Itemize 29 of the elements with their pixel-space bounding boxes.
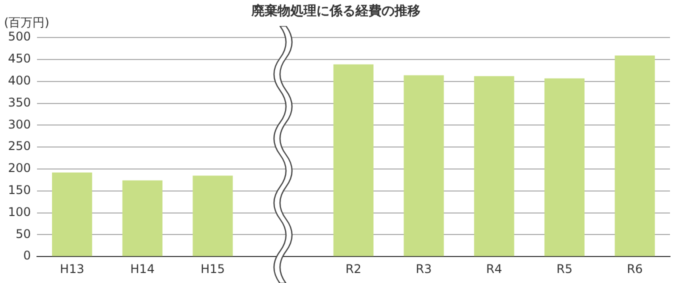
y-tick-label: 150	[8, 183, 31, 198]
y-tick-label: 0	[23, 248, 31, 263]
bar	[404, 75, 444, 256]
bar	[474, 76, 514, 256]
x-tick-label: H14	[130, 262, 155, 276]
y-tick-label: 500	[8, 30, 31, 44]
x-tick-label: R6	[626, 262, 643, 276]
y-tick-label: 200	[8, 161, 31, 176]
y-axis-title: (百万円)	[4, 16, 50, 30]
y-tick-label: 400	[8, 74, 31, 88]
bar	[52, 172, 92, 256]
x-tick-label: R4	[486, 262, 502, 276]
x-tick-label: H15	[200, 262, 225, 276]
x-tick-label: R3	[416, 262, 432, 276]
bar	[192, 176, 233, 256]
x-tick-label: R2	[345, 262, 362, 276]
bar	[122, 180, 162, 256]
y-tick-label: 250	[8, 139, 31, 154]
x-tick-label: R5	[556, 262, 572, 276]
chart-title: 廃棄物処理に係る経費の推移	[250, 3, 420, 20]
y-tick-label: 450	[8, 52, 31, 66]
y-tick-label: 50	[16, 226, 31, 241]
bar	[544, 78, 585, 256]
y-tick-label: 100	[8, 204, 31, 219]
y-tick-label: 350	[8, 95, 31, 110]
x-tick-label: H13	[60, 262, 84, 276]
bar	[614, 56, 655, 256]
bar	[333, 64, 374, 256]
y-tick-label: 300	[8, 117, 31, 132]
